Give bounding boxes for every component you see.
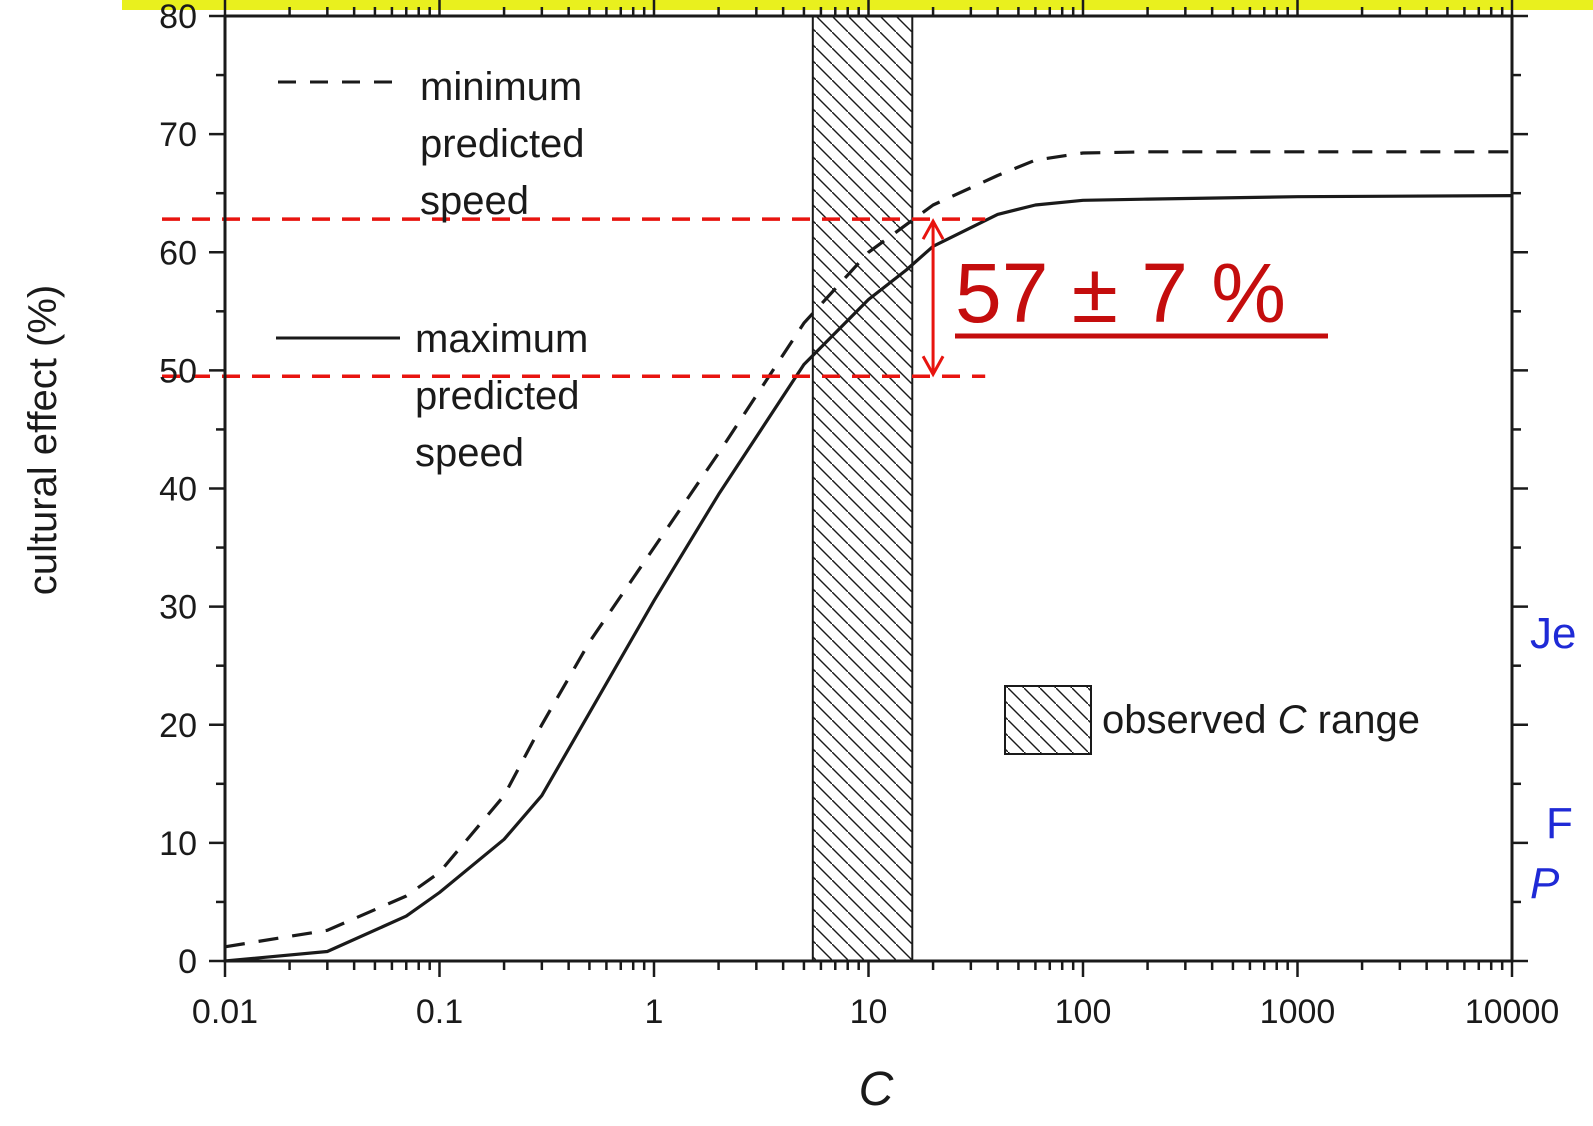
y-tick-label: 50 xyxy=(159,352,197,390)
legend-label-maximum-line1: maximum xyxy=(415,317,588,361)
annotation-text: 57 ± 7 % xyxy=(955,246,1286,340)
x-tick-label: 0.1 xyxy=(416,993,463,1031)
top-highlight-bar xyxy=(122,0,1593,10)
observed-range-band xyxy=(811,15,914,962)
x-tick-label: 10 xyxy=(850,993,888,1031)
y-tick-label: 30 xyxy=(159,589,197,627)
legend-observed-suffix: range xyxy=(1307,698,1420,742)
y-tick-label: 0 xyxy=(178,943,197,981)
legend-observed-var: C xyxy=(1278,698,1308,742)
y-tick-label: 40 xyxy=(159,471,197,509)
legend-label-maximum-line2: predicted xyxy=(415,374,580,418)
x-tick-label: 10000 xyxy=(1465,993,1560,1031)
x-axis-title: C xyxy=(859,1063,894,1116)
legend-label-maximum-line3: speed xyxy=(415,431,524,475)
x-tick-label: 100 xyxy=(1055,993,1112,1031)
x-tick-label: 0.01 xyxy=(192,993,258,1031)
y-tick-label: 70 xyxy=(159,116,197,154)
y-tick-label: 20 xyxy=(159,707,197,745)
side-text-2: F xyxy=(1546,799,1573,848)
arrow-head-bottom xyxy=(921,355,945,378)
y-tick-label: 10 xyxy=(159,825,197,863)
legend-label-minimum-line2: predicted xyxy=(420,122,585,166)
y-axis-title: cultural effect (%) xyxy=(21,285,65,596)
x-tick-label: 1000 xyxy=(1260,993,1336,1031)
y-tick-label: 80 xyxy=(159,0,197,36)
y-tick-label: 60 xyxy=(159,234,197,272)
side-text-1: Je xyxy=(1530,609,1576,658)
x-tick-label: 1 xyxy=(645,993,664,1031)
arrow-head-top xyxy=(921,218,945,240)
legend-label-minimum-line3: speed xyxy=(420,179,529,223)
legend-observed-prefix: observed xyxy=(1102,698,1278,742)
series-line-maximum xyxy=(224,194,1513,963)
legend-observed-swatch xyxy=(1004,685,1092,755)
series-line-minimum xyxy=(224,150,1512,949)
legend-label-minimum-line1: minimum xyxy=(420,65,582,109)
side-text-3: P xyxy=(1530,859,1560,908)
legend-observed-label: observed C range xyxy=(1102,698,1420,742)
